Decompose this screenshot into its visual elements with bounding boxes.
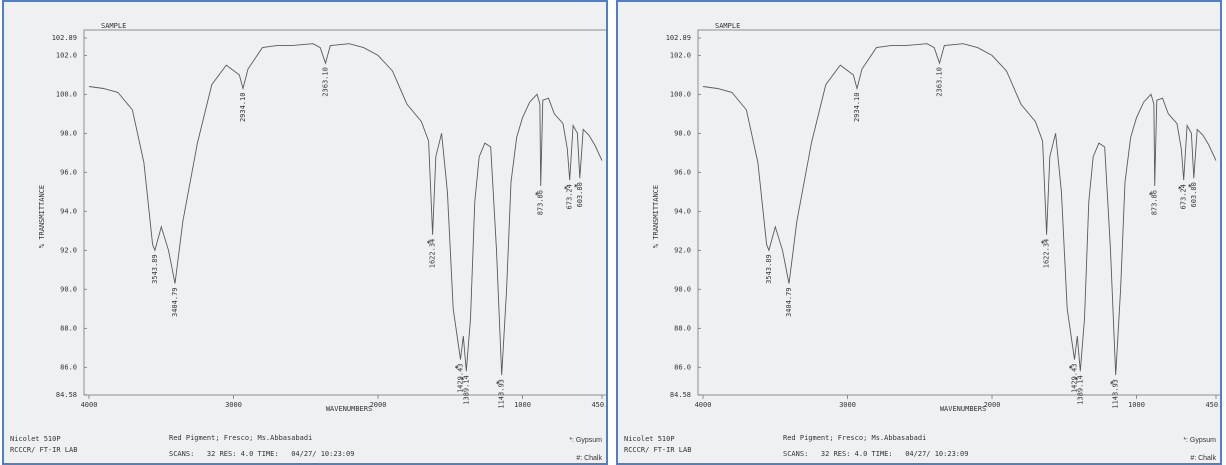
peak-label: 873.86 bbox=[1151, 190, 1159, 215]
peak-marker: * bbox=[1041, 240, 1045, 248]
spectrum-line bbox=[702, 43, 1217, 376]
chart: SAMPLE 84.58 86.0 88.0 90.0 92.0 94.0 96.0 98.0 1… bbox=[2, 0, 608, 465]
x-tick-label: 1000 bbox=[514, 401, 531, 409]
peak-label: 2363.10 bbox=[322, 67, 330, 97]
y-tick-label: 92.0 bbox=[60, 246, 77, 254]
note: #: Chalk bbox=[1190, 455, 1216, 462]
peak-label: 1143.93 bbox=[498, 379, 506, 409]
x-tick-label: 2000 bbox=[984, 401, 1001, 409]
peak-label: 1143.93 bbox=[1112, 379, 1120, 409]
peak-marker: * bbox=[535, 191, 539, 199]
instrument: Nicolet 510P bbox=[624, 435, 675, 443]
x-tick-label: 450.0 bbox=[591, 401, 608, 409]
x-tick-label: 4000 bbox=[695, 401, 712, 409]
peak-label: 3543.89 bbox=[765, 254, 773, 284]
x-tick-label: 450.0 bbox=[1205, 401, 1222, 409]
instrument: RCCCR/ FT-IR LAB bbox=[624, 446, 691, 454]
peak-label: 603.80 bbox=[1190, 182, 1198, 207]
peak-marker: * bbox=[427, 240, 431, 248]
peak-label: 1622.34 bbox=[1043, 239, 1051, 269]
peak-label: 3404.79 bbox=[785, 287, 793, 317]
chart: SAMPLE 84.58 86.0 88.0 90.0 92.0 94.0 96.0 98.0 1… bbox=[616, 0, 1222, 465]
peak-label: 2363.10 bbox=[936, 67, 944, 97]
peak-label: 1389.14 bbox=[1076, 375, 1084, 405]
y-tick-label: 90.0 bbox=[60, 285, 77, 293]
sample-info: Red Pigment; Fresco; Ms.Abbasabadi bbox=[169, 434, 312, 442]
y-tick-label: 86.0 bbox=[60, 363, 77, 371]
chart-title: SAMPLE bbox=[101, 22, 126, 30]
note: *: Gypsum bbox=[1183, 437, 1216, 444]
peak-label: 3404.79 bbox=[171, 287, 179, 317]
y-tick-label: 98.0 bbox=[674, 129, 691, 137]
x-tick-label: 4000 bbox=[81, 401, 98, 409]
sample-info: Red Pigment; Fresco; Ms.Abbasabadi bbox=[783, 434, 926, 442]
peak-marker: * bbox=[1178, 185, 1182, 193]
peak-marker: * bbox=[1068, 365, 1072, 373]
peak-label: 603.80 bbox=[576, 182, 584, 207]
instrument: Nicolet 510P bbox=[10, 435, 61, 443]
peak-marker: * bbox=[574, 183, 578, 191]
peak-label: 673.24 bbox=[1180, 184, 1188, 209]
x-axis-label: WAVENUMBERS bbox=[940, 405, 986, 413]
peak-label: 1429.43 bbox=[1070, 364, 1078, 394]
y-tick-label: 96.0 bbox=[60, 168, 77, 176]
x-tick-label: 2000 bbox=[370, 401, 387, 409]
peak-label: 873.86 bbox=[537, 190, 545, 215]
note: #: Chalk bbox=[576, 455, 602, 462]
y-axis-label: % TRANSMITTANCE bbox=[38, 185, 46, 248]
y-tick-label: 86.0 bbox=[674, 363, 691, 371]
peak-label: 2934.10 bbox=[853, 92, 861, 122]
y-tick-label: 102.0 bbox=[670, 51, 691, 59]
peak-marker: * bbox=[496, 380, 500, 388]
y-tick-label: 84.58 bbox=[670, 391, 691, 399]
x-axis-label: WAVENUMBERS bbox=[326, 405, 372, 413]
peak-label: 2934.10 bbox=[239, 92, 247, 122]
plot-frame bbox=[83, 29, 606, 396]
y-tick-label: 102.0 bbox=[56, 51, 77, 59]
instrument: RCCCR/ FT-IR LAB bbox=[10, 446, 77, 454]
y-tick-label: 102.89 bbox=[52, 34, 77, 42]
scan-info: SCANS: 32 RES: 4.0 TIME: 04/27/ 10:23:09 bbox=[169, 450, 354, 458]
y-tick-label: 84.58 bbox=[56, 391, 77, 399]
note: *: Gypsum bbox=[569, 437, 602, 444]
y-tick-label: 90.0 bbox=[674, 285, 691, 293]
peak-label: 1622.34 bbox=[429, 239, 437, 269]
peak-label: 1429.43 bbox=[456, 364, 464, 394]
spectrum-line bbox=[88, 43, 603, 376]
y-axis-label: % TRANSMITTANCE bbox=[652, 185, 660, 248]
scan-info: SCANS: 32 RES: 4.0 TIME: 04/27/ 10:23:09 bbox=[783, 450, 968, 458]
peak-marker: * bbox=[460, 376, 464, 384]
x-tick-label: 3000 bbox=[839, 401, 856, 409]
y-tick-label: 98.0 bbox=[60, 129, 77, 137]
peak-label: 3543.89 bbox=[151, 254, 159, 284]
peak-label: 1389.14 bbox=[462, 375, 470, 405]
peak-label: 673.24 bbox=[566, 184, 574, 209]
chart-title: SAMPLE bbox=[715, 22, 740, 30]
x-tick-label: 1000 bbox=[1128, 401, 1145, 409]
peak-marker: * bbox=[564, 185, 568, 193]
peak-marker: * bbox=[1188, 183, 1192, 191]
plot-frame bbox=[697, 29, 1220, 396]
peak-marker: * bbox=[1149, 191, 1153, 199]
y-tick-label: 94.0 bbox=[674, 207, 691, 215]
y-tick-label: 92.0 bbox=[674, 246, 691, 254]
peak-marker: * bbox=[454, 365, 458, 373]
y-tick-label: 88.0 bbox=[674, 324, 691, 332]
y-tick-label: 102.89 bbox=[666, 34, 691, 42]
y-tick-label: 100.0 bbox=[56, 90, 77, 98]
y-tick-label: 88.0 bbox=[60, 324, 77, 332]
peak-marker: * bbox=[1110, 380, 1114, 388]
peak-marker: * bbox=[1074, 376, 1078, 384]
y-tick-label: 100.0 bbox=[670, 90, 691, 98]
y-tick-label: 94.0 bbox=[60, 207, 77, 215]
x-tick-label: 3000 bbox=[225, 401, 242, 409]
y-tick-label: 96.0 bbox=[674, 168, 691, 176]
